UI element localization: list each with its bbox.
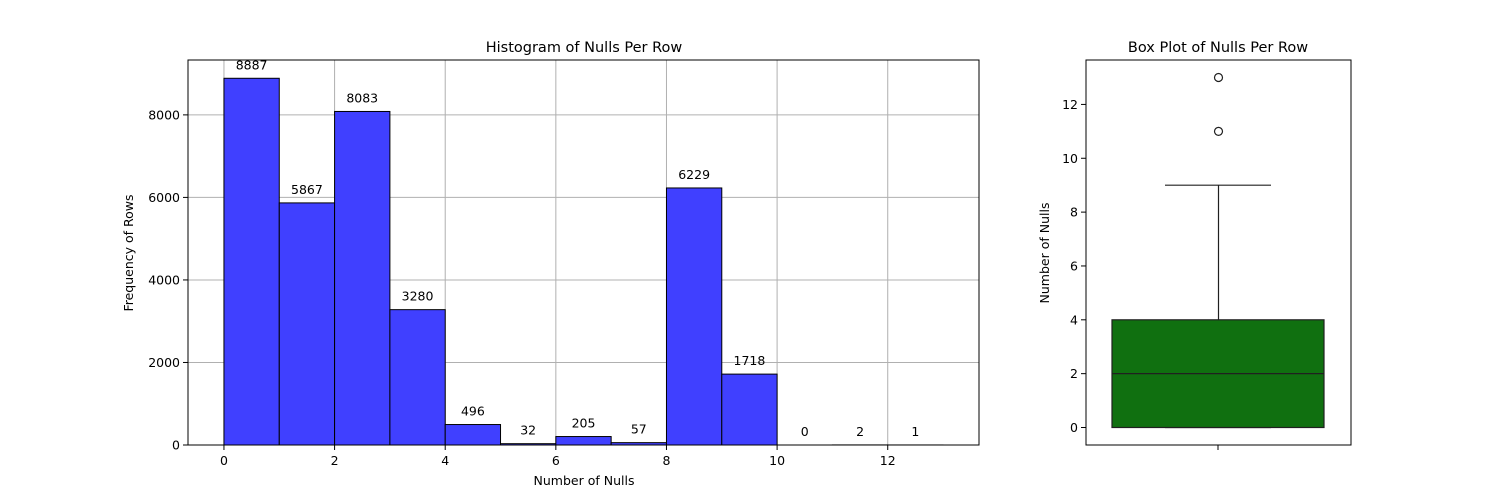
histogram-y-tick-label: 4000 (148, 272, 180, 287)
histogram-x-tick-label: 12 (880, 453, 896, 468)
histogram-x-tick-label: 4 (441, 453, 449, 468)
histogram-bar (555, 436, 612, 446)
histogram-x-tick-label: 2 (331, 453, 339, 468)
box-plot-y-tick-label: 2 (1070, 366, 1078, 381)
histogram-bar (223, 77, 280, 446)
histogram-y-tick-label: 2000 (148, 355, 180, 370)
histogram-bar (721, 373, 778, 446)
histogram-plot-frame (187, 59, 980, 446)
histogram-y-tick-label: 0 (172, 438, 180, 453)
histogram-x-axis-label: Number of Nulls (534, 473, 635, 488)
histogram-x-ticks: 0 2 4 6 8 10 12 (220, 445, 896, 468)
histogram-bar-value-label: 8887 (236, 57, 268, 72)
histogram-x-tick-label: 8 (662, 453, 670, 468)
histogram-bar-value-label: 8083 (346, 90, 378, 105)
histogram-bar-value-label: 5867 (291, 182, 323, 197)
box-plot-y-tick-label: 6 (1070, 258, 1078, 273)
histogram-bar-value-label: 1718 (734, 353, 766, 368)
box-plot-y-axis-label: Number of Nulls (1037, 203, 1052, 304)
histogram-bar-value-label: 2 (856, 424, 864, 439)
histogram-y-axis-label: Frequency of Rows (121, 194, 136, 311)
histogram-bar (444, 424, 502, 446)
box-plot-y-tick-label: 12 (1062, 97, 1078, 112)
histogram-bar-value-label: 57 (631, 422, 647, 437)
histogram-bar-value-label: 3280 (402, 289, 434, 304)
box-plot-y-tick-label: 4 (1070, 312, 1078, 327)
histogram-bar (389, 309, 446, 446)
box-plot-y-tick-label: 10 (1062, 151, 1078, 166)
box-plot-outlier-point (1213, 126, 1224, 136)
histogram-bar-value-label: 32 (520, 423, 536, 438)
histogram-y-tick-label: 8000 (148, 107, 180, 122)
histogram-x-tick-label: 0 (220, 453, 228, 468)
histogram-bar (278, 202, 336, 446)
histogram-bar-value-label: 6229 (678, 167, 710, 182)
histogram-bar-value-label: 496 (461, 404, 485, 419)
box-plot-y-tick-label: 0 (1070, 420, 1078, 435)
box-plot-chart: Box Plot of Nulls Per Row 0 2 4 6 8 10 12 Numb… (1037, 40, 1352, 450)
histogram-bars (223, 77, 944, 446)
box-plot-outlier-point (1213, 72, 1224, 83)
histogram-value-labels: 8887 5867 8083 3280 496 32 205 57 6229 1718 0 2 1 (236, 57, 920, 439)
histogram-bar (334, 110, 391, 446)
histogram-bar-value-label: 1 (911, 424, 919, 439)
histogram-x-tick-label: 6 (552, 453, 560, 468)
histogram-bar (665, 187, 723, 446)
histogram-chart: Histogram of Nulls Per Row 8887 5867 8083 3… (121, 40, 980, 488)
histogram-title: Histogram of Nulls Per Row (486, 40, 683, 56)
box-plot-title: Box Plot of Nulls Per Row (1128, 40, 1308, 56)
box-plot-y-ticks: 0 2 4 6 8 10 12 (1062, 97, 1086, 435)
histogram-bar-value-label: 0 (801, 424, 809, 439)
box-plot-body (1111, 72, 1325, 429)
histogram-x-tick-label: 10 (769, 453, 785, 468)
box-plot-y-tick-label: 8 (1070, 205, 1078, 220)
histogram-bar-value-label: 205 (572, 416, 596, 431)
histogram-y-ticks: 0 2000 4000 6000 8000 (148, 107, 188, 453)
histogram-y-tick-label: 6000 (148, 190, 180, 205)
